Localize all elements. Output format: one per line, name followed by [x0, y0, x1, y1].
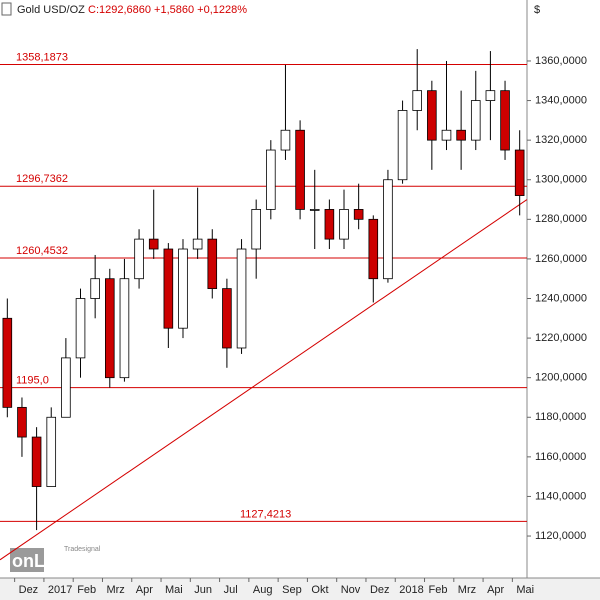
candle-body: [324, 209, 335, 240]
x-tick-label: Aug: [253, 584, 273, 596]
y-tick-label: 1280,0000: [535, 213, 587, 225]
candle-body: [222, 288, 232, 349]
candle-body: [105, 278, 115, 379]
level-label: 1195,0: [16, 374, 49, 386]
x-tick-label: Nov: [341, 584, 361, 596]
candle-body: [368, 218, 379, 280]
x-tick-label: Mrz: [458, 584, 476, 596]
watermark: onLine: [12, 551, 71, 571]
candle-body: [192, 238, 203, 250]
candle-body: [163, 248, 174, 329]
candle-body: [178, 248, 188, 329]
x-tick-label: Dez: [370, 584, 390, 596]
y-tick-label: 1240,0000: [535, 292, 587, 304]
level-label: 1260,4532: [16, 245, 68, 257]
x-tick-label: Mrz: [106, 584, 124, 596]
chart-title: Gold USD/OZ: [17, 4, 85, 16]
x-tick-label: Feb: [429, 584, 448, 596]
candle-body: [353, 209, 364, 220]
x-axis-band: [0, 578, 600, 600]
level-label: 1127,4213: [240, 508, 291, 520]
y-tick-label: 1300,0000: [535, 174, 587, 186]
x-tick-label: 2017: [48, 584, 72, 596]
candle-body: [148, 238, 159, 250]
y-tick-label: 1340,0000: [535, 94, 587, 106]
candle-body: [339, 209, 349, 240]
y-tick-label: 1140,0000: [535, 490, 586, 502]
x-tick-label: Jun: [194, 584, 212, 596]
collapse-icon[interactable]: [1, 2, 12, 16]
x-tick-label: Feb: [77, 584, 96, 596]
x-tick-label: Mai: [516, 584, 534, 596]
candle-body: [427, 90, 437, 141]
y-tick-label: 1120,0000: [535, 530, 586, 542]
candle-body: [456, 129, 466, 141]
candle-body: [280, 129, 291, 151]
candle-body: [412, 90, 423, 111]
x-tick-label: Apr: [487, 584, 504, 596]
candle-body: [75, 298, 86, 359]
y-tick-label: 1320,0000: [535, 134, 587, 146]
candle-body: [441, 129, 452, 141]
candle-body: [514, 149, 525, 196]
candle-body: [397, 110, 408, 181]
y-tick-label: 1200,0000: [535, 372, 587, 384]
y-tick-label: 1220,0000: [535, 332, 587, 344]
y-tick-label: 1160,0000: [535, 451, 586, 463]
candle-body: [251, 209, 261, 250]
y-unit: $: [534, 4, 540, 16]
level-label: 1358,1873: [16, 51, 68, 63]
candle-body: [236, 248, 247, 349]
x-tick-label: 2018: [399, 584, 423, 596]
candle-body: [17, 406, 27, 438]
candle-body: [2, 317, 13, 408]
x-tick-label: Apr: [136, 584, 153, 596]
candle-body: [383, 179, 393, 280]
y-tick-label: 1260,0000: [535, 253, 587, 265]
watermark-sub: Tradesignal: [64, 546, 101, 553]
candle-body: [500, 90, 510, 151]
chart-subtitle: C:1292,6860 +1,5860 +0,1228%: [88, 4, 247, 16]
candle-body: [485, 90, 496, 101]
y-tick-label: 1360,0000: [535, 55, 587, 67]
candle-body: [119, 278, 130, 379]
candle-body: [90, 278, 100, 299]
candle-body: [309, 209, 320, 211]
level-label: 1296,7362: [16, 173, 68, 185]
y-tick-label: 1180,0000: [535, 411, 586, 423]
candle-body: [31, 436, 42, 487]
candle-body: [134, 238, 144, 280]
candle-body: [207, 238, 218, 290]
trendline: [0, 199, 528, 561]
candle-body: [295, 129, 305, 210]
candle-body: [46, 416, 57, 487]
candle-body: [266, 149, 276, 210]
candle-body: [470, 100, 481, 141]
x-tick-label: Jul: [224, 584, 238, 596]
x-tick-label: Dez: [19, 584, 39, 596]
x-tick-label: Okt: [311, 584, 328, 596]
candle-body: [61, 357, 71, 418]
x-tick-label: Sep: [282, 584, 302, 596]
x-tick-label: Mai: [165, 584, 183, 596]
logo-box: [10, 548, 44, 572]
